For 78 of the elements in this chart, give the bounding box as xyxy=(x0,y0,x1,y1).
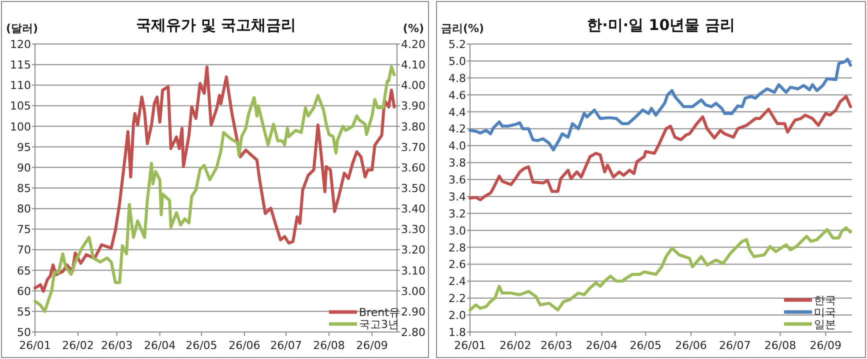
x-tick-label: 26/05 xyxy=(186,339,218,352)
x-tick-label: 26/03 xyxy=(540,339,572,352)
chart-title: 한·미·일 10년물 금리 xyxy=(587,16,735,34)
y-tick-label: 2.8 xyxy=(448,241,466,254)
x-tick-label: 26/01 xyxy=(454,339,486,352)
y-axis-title: (달러) xyxy=(6,22,38,35)
y-tick-label: 55 xyxy=(17,305,31,318)
y-tick-label: 95 xyxy=(17,140,31,154)
y2-tick-label: 3.50 xyxy=(401,182,426,195)
x-tick-label: 26/05 xyxy=(630,339,662,352)
y-tick-label: 50 xyxy=(17,326,31,339)
y2-tick-label: 2.90 xyxy=(401,305,426,318)
y-tick-label: 2.6 xyxy=(448,258,466,272)
y-tick-label: 4.2 xyxy=(448,122,466,136)
chart-title: 국제유가 및 국고채금리 xyxy=(136,16,296,34)
y-tick-label: 100 xyxy=(10,120,31,134)
x-tick-label: 26/07 xyxy=(719,339,751,352)
y-tick-label: 70 xyxy=(17,244,31,257)
legend-label: Brent유 xyxy=(359,306,400,319)
y-tick-label: 4.0 xyxy=(448,140,466,153)
y-tick-label: 3.0 xyxy=(448,224,466,238)
y-tick-label: 2.4 xyxy=(448,275,466,288)
y2-tick-label: 3.00 xyxy=(401,284,426,298)
y-tick-label: 90 xyxy=(17,161,31,174)
y2-tick-label: 3.30 xyxy=(401,223,426,236)
line-series xyxy=(468,58,852,152)
y-tick-label: 3.4 xyxy=(448,190,466,204)
x-tick-label: 26/09 xyxy=(356,339,388,352)
legend-label: 미국 xyxy=(814,306,836,319)
y-tick-label: 3.2 xyxy=(448,207,466,220)
y2-tick-label: 3.70 xyxy=(401,140,426,154)
y-tick-label: 4.8 xyxy=(448,72,466,85)
y2-tick-label: 4.10 xyxy=(401,58,426,72)
y-tick-label: 2.2 xyxy=(448,292,466,306)
y2-tick-label: 3.20 xyxy=(401,244,426,257)
y-tick-label: 80 xyxy=(17,202,31,216)
x-tick-label: 26/07 xyxy=(270,339,302,352)
y-axis-title: 금리(%) xyxy=(441,22,484,35)
y2-tick-label: 3.40 xyxy=(401,202,426,216)
y-tick-label: 1.8 xyxy=(448,326,466,339)
legend-label: 일본 xyxy=(814,318,836,331)
y-tick-label: 85 xyxy=(17,182,31,195)
x-tick-label: 26/01 xyxy=(19,339,51,352)
y2-axis-title: (%) xyxy=(402,22,424,35)
y-tick-label: 5.0 xyxy=(448,54,466,68)
x-tick-label: 26/08 xyxy=(764,339,796,352)
x-tick-label: 26/06 xyxy=(675,339,707,352)
x-tick-label: 26/09 xyxy=(810,339,842,352)
y-tick-label: 3.6 xyxy=(448,174,466,187)
y-tick-label: 4.4 xyxy=(448,106,466,119)
x-tick-label: 26/08 xyxy=(313,339,345,352)
y-tick-label: 65 xyxy=(17,264,31,278)
y-tick-label: 3.8 xyxy=(448,156,466,170)
y2-tick-label: 3.10 xyxy=(401,264,426,278)
y-tick-label: 115 xyxy=(10,58,31,72)
x-tick-label: 26/02 xyxy=(62,339,94,352)
y2-tick-label: 3.90 xyxy=(401,100,426,113)
x-tick-label: 26/02 xyxy=(500,339,532,352)
y-tick-label: 105 xyxy=(10,100,31,113)
y2-tick-label: 2.80 xyxy=(401,326,426,339)
y2-tick-label: 4.00 xyxy=(401,79,426,92)
x-tick-label: 26/03 xyxy=(100,339,133,352)
y-tick-label: 120 xyxy=(10,38,31,51)
y-tick-label: 2.0 xyxy=(448,309,466,322)
y-tick-label: 75 xyxy=(17,223,31,236)
legend-label: 국고3년 xyxy=(359,318,399,331)
y2-tick-label: 3.80 xyxy=(401,120,426,134)
y-tick-label: 110 xyxy=(10,79,31,92)
y-tick-label: 5.2 xyxy=(448,38,466,51)
y-tick-label: 60 xyxy=(17,284,31,298)
line-series xyxy=(468,95,852,202)
x-tick-label: 26/06 xyxy=(228,339,260,352)
x-tick-label: 26/04 xyxy=(586,339,618,352)
x-tick-label: 26/04 xyxy=(144,339,176,352)
y-tick-label: 4.6 xyxy=(448,88,466,102)
legend-label: 한국 xyxy=(814,294,836,307)
y2-tick-label: 4.20 xyxy=(401,38,426,51)
y2-tick-label: 3.60 xyxy=(401,161,426,174)
